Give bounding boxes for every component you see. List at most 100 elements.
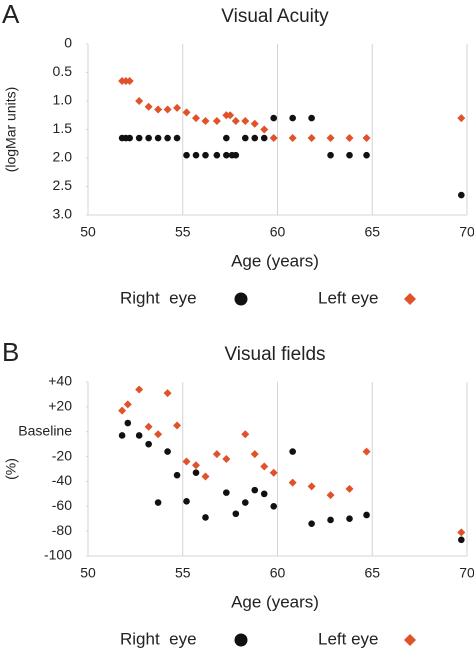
point-left-eye [362, 134, 371, 143]
x-tick-label: 60 [270, 224, 286, 240]
point-right-eye [135, 134, 143, 142]
point-left-eye [288, 478, 297, 487]
legend-marker [234, 633, 248, 647]
point-left-eye [182, 108, 191, 117]
point-left-eye [222, 455, 231, 464]
point-right-eye [173, 471, 181, 479]
point-right-eye [154, 134, 162, 142]
panel-label: A [2, 0, 20, 29]
y-tick-label: -80 [52, 522, 72, 538]
y-tick-label: 2.0 [53, 149, 73, 165]
point-right-eye [289, 114, 296, 122]
point-left-eye [173, 103, 182, 112]
point-left-eye [260, 462, 269, 471]
point-right-eye [202, 514, 209, 521]
y-tick-label: 3.0 [53, 206, 73, 222]
x-axis-label: Age (years) [231, 251, 319, 270]
point-right-eye [270, 114, 278, 122]
legend-label: Right eye [120, 629, 197, 648]
point-left-eye [326, 134, 335, 143]
point-right-eye [327, 151, 334, 159]
point-left-eye [173, 421, 182, 430]
x-tick-label: 70 [459, 565, 474, 581]
point-left-eye [269, 134, 278, 143]
x-tick-label: 70 [459, 224, 474, 240]
point-right-eye [251, 134, 259, 142]
point-left-eye [201, 472, 210, 481]
panel-label: B [2, 337, 19, 367]
point-right-eye [260, 134, 268, 142]
y-tick-label: 1.5 [53, 120, 73, 136]
y-tick-label: 2.5 [53, 177, 73, 193]
point-left-eye [154, 105, 163, 114]
point-left-eye [362, 447, 371, 456]
y-tick-label: 0 [64, 35, 72, 51]
legend-marker [234, 292, 248, 306]
y-tick-label: -20 [52, 447, 72, 463]
point-right-eye [192, 469, 200, 477]
point-right-eye [232, 151, 240, 159]
point-right-eye [458, 191, 465, 199]
point-left-eye [163, 389, 172, 398]
x-tick-label: 50 [80, 565, 96, 581]
point-left-eye [212, 116, 221, 125]
point-right-eye [118, 432, 126, 439]
point-left-eye [212, 450, 221, 459]
point-right-eye [308, 520, 315, 527]
point-right-eye [192, 151, 200, 159]
point-right-eye [223, 134, 230, 142]
legend-label: Right eye [120, 288, 197, 307]
y-tick-label: -100 [44, 547, 72, 563]
point-right-eye [124, 419, 132, 427]
point-right-eye [164, 134, 171, 142]
point-right-eye [241, 134, 249, 142]
point-right-eye [346, 515, 353, 523]
point-right-eye [241, 499, 249, 506]
legend-marker [404, 634, 416, 646]
point-left-eye [307, 482, 316, 491]
point-right-eye [135, 432, 143, 439]
point-right-eye [173, 134, 181, 142]
chart-title: Visual fields [224, 344, 325, 365]
point-left-eye [457, 528, 466, 537]
point-left-eye [135, 97, 144, 105]
y-tick-label: -40 [52, 472, 72, 488]
point-left-eye [144, 102, 153, 111]
point-left-eye [260, 125, 269, 134]
point-left-eye [345, 484, 354, 493]
x-tick-label: 60 [270, 565, 286, 581]
y-axis-label: (%) [3, 458, 19, 480]
chart-title: Visual Acuity [221, 6, 329, 27]
point-right-eye [232, 510, 240, 518]
y-tick-label: +20 [48, 398, 72, 414]
x-tick-label: 50 [80, 224, 96, 240]
y-tick-label: 1.0 [53, 92, 73, 108]
y-tick-label: Baseline [18, 422, 72, 438]
point-left-eye [250, 119, 259, 128]
y-tick-label: +40 [48, 373, 72, 389]
point-right-eye [145, 440, 152, 448]
y-tick-label: -60 [52, 497, 72, 513]
x-tick-label: 55 [175, 224, 191, 240]
point-right-eye [183, 498, 190, 505]
point-left-eye [269, 468, 278, 477]
point-right-eye [260, 490, 268, 498]
point-right-eye [289, 448, 296, 455]
point-left-eye [201, 116, 210, 125]
point-right-eye [145, 134, 152, 142]
point-right-eye [223, 489, 230, 496]
point-right-eye [363, 511, 370, 519]
point-left-eye [307, 134, 316, 143]
point-left-eye [125, 77, 134, 86]
x-tick-label: 55 [175, 565, 191, 581]
point-left-eye [192, 461, 201, 470]
legend-label: Left eye [318, 629, 379, 648]
point-left-eye [144, 422, 153, 431]
point-right-eye [270, 502, 278, 510]
point-left-eye [231, 116, 240, 125]
point-right-eye [223, 151, 230, 159]
point-left-eye [182, 457, 191, 466]
point-right-eye [308, 114, 315, 122]
legend-marker [404, 293, 416, 305]
